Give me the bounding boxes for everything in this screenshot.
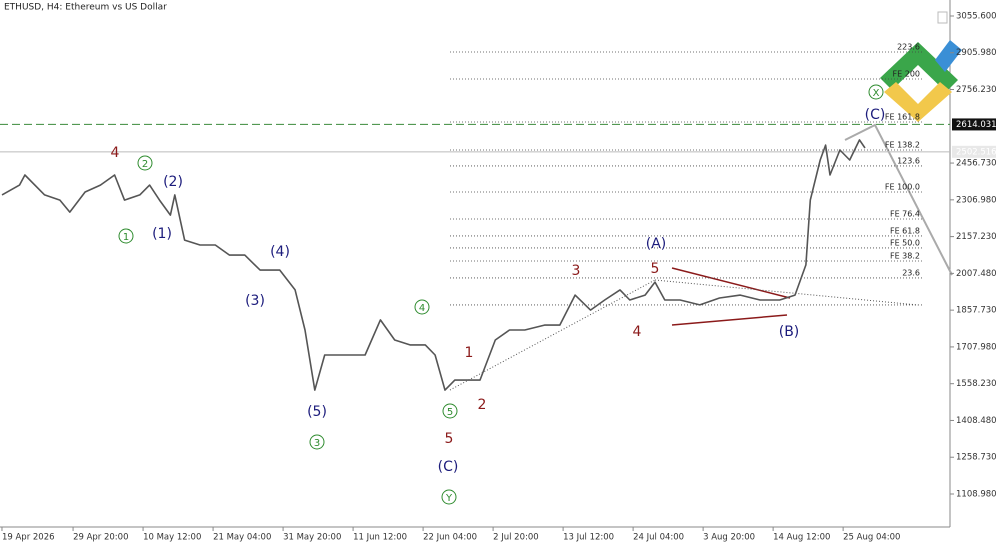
price-tag	[952, 145, 996, 158]
wave-label: (3)	[245, 293, 265, 309]
fib-label: FE 138.2	[885, 140, 920, 149]
wave-circle	[442, 403, 458, 419]
wave-label: (5)	[307, 404, 327, 420]
wave-label: (B)	[779, 324, 800, 340]
y-tick-label: 2007.480	[956, 269, 997, 279]
wave-circle	[414, 299, 430, 315]
x-tick-label: 11 Jun 12:00	[353, 533, 407, 543]
wave-label: 3	[572, 263, 581, 279]
y-tick-label: 2306.980	[956, 195, 997, 205]
y-tick-label: 2905.980	[956, 48, 997, 58]
wave-label: 2	[142, 159, 148, 170]
wave-label: 1	[123, 232, 129, 243]
wave-label: 4	[111, 145, 120, 161]
wave-circle	[137, 155, 153, 171]
x-tick-label: 25 Aug 04:00	[843, 533, 900, 543]
wave-label: 1	[465, 345, 474, 361]
fib-label: FE 200	[893, 70, 920, 79]
x-tick-label: 29 Apr 20:00	[73, 533, 128, 543]
x-tick-label: 2 Jul 20:00	[493, 533, 539, 543]
price-tag-label: 2614.031	[956, 120, 997, 130]
wave-label: Y	[445, 493, 453, 504]
y-tick-label: 3055.600	[956, 12, 997, 22]
price-tag-label: 2502.516	[956, 147, 997, 157]
wave-circle	[441, 489, 457, 505]
wave-label: 3	[314, 438, 320, 449]
fib-label: FE 38.2	[890, 251, 920, 260]
fib-label: FE 61.8	[890, 226, 920, 235]
wave-circle	[118, 228, 134, 244]
wave-label: 5	[445, 431, 454, 447]
triangle-line	[654, 279, 919, 306]
logo	[880, 40, 962, 122]
price-tag	[952, 118, 996, 131]
wave-label: (C)	[865, 107, 886, 123]
y-tick-label: 1707.980	[956, 342, 997, 352]
y-tick-label: 2756.230	[956, 85, 997, 95]
wave-label: (2)	[163, 174, 183, 190]
x-tick-label: 31 May 20:00	[283, 533, 341, 543]
wave-circle	[868, 84, 884, 100]
projection	[844, 123, 953, 276]
x-tick-label: 22 Jun 04:00	[423, 533, 477, 543]
fib-label: FE 50.0	[890, 238, 920, 247]
x-tick-label: 14 Aug 12:00	[773, 533, 830, 543]
fib-label: 23.6	[902, 268, 920, 277]
wave-label: (4)	[270, 244, 290, 260]
y-tick-label: 1108.980	[956, 490, 997, 500]
fib-label: FE 161.8	[885, 112, 920, 121]
fib-label: 123.6	[897, 156, 920, 165]
x-tick-label: 24 Jul 04:00	[633, 533, 684, 543]
trendline	[671, 267, 791, 299]
y-tick-label: 1558.230	[956, 379, 997, 389]
toolbar-icon[interactable]	[937, 11, 948, 24]
x-tick-label: 19 Apr 2026	[2, 533, 55, 543]
wave-label: 4	[633, 324, 642, 340]
wave-label: (1)	[152, 226, 172, 242]
wave-label: (C)	[438, 459, 459, 475]
wave-label: 5	[651, 261, 660, 277]
trendline	[671, 314, 788, 326]
x-tick-label: 21 May 04:00	[213, 533, 271, 543]
wave-label: (A)	[646, 236, 667, 252]
fib-label: 223.6	[897, 43, 920, 52]
fib-label: FE 100.0	[885, 182, 920, 191]
y-tick-label: 2456.730	[956, 159, 997, 169]
x-tick-label: 3 Aug 20:00	[703, 533, 755, 543]
fib-label: FE 76.4	[890, 209, 920, 218]
wave-circle	[309, 434, 325, 450]
y-tick-label: 2157.230	[956, 232, 997, 242]
wave-label: 2	[478, 397, 487, 413]
y-tick-label: 1857.730	[956, 306, 997, 316]
y-tick-label: 1258.730	[956, 453, 997, 463]
chart-title: ETHUSD, H4: Ethereum vs US Dollar	[4, 3, 167, 13]
x-tick-label: 10 May 12:00	[143, 533, 201, 543]
x-tick-label: 13 Jul 12:00	[563, 533, 614, 543]
wave-label: 4	[419, 303, 425, 314]
wave-label: X	[873, 88, 880, 99]
price-line-series	[1, 139, 866, 391]
y-tick-label: 1408.480	[956, 416, 997, 426]
wave-label: 5	[447, 407, 453, 418]
